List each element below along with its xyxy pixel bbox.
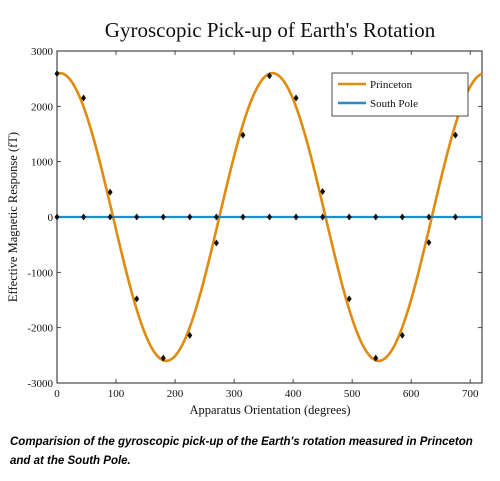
data-point-south-pole: [187, 213, 193, 221]
data-point-princeton: [134, 295, 140, 303]
data-point-princeton: [267, 72, 272, 80]
axis-ticks: 0 100 200 300 400 500 600 700 -3000 -2000 -1000 0 10…: [27, 46, 482, 400]
x-axis-label: Apparatus Orientation (degrees): [189, 403, 350, 417]
x-tick-label: 300: [226, 388, 243, 400]
legend-label-princeton: Princeton: [370, 79, 413, 91]
legend-box: [331, 72, 469, 117]
data-point-princeton: [320, 188, 326, 196]
series-layer: [54, 70, 483, 363]
data-point-south-pole: [107, 213, 113, 221]
y-axis-label: Effective Magnetic Response (fT): [6, 132, 20, 302]
x-tick-label: 500: [344, 388, 361, 400]
data-point-princeton: [107, 188, 113, 196]
chart-title: Gyroscopic Pick-up of Earth's Rotation: [105, 18, 436, 42]
data-point-princeton: [346, 295, 352, 303]
x-tick-label: 100: [108, 388, 125, 400]
data-point-princeton: [160, 354, 166, 362]
y-tick-label: 2000: [31, 101, 54, 113]
y-tick-label: 3000: [31, 46, 54, 58]
legend: Princeton South Pole: [331, 72, 469, 117]
y-tick-label: -2000: [27, 323, 53, 335]
data-point-south-pole: [320, 213, 326, 221]
data-point-south-pole: [293, 213, 299, 221]
data-point-south-pole: [134, 213, 140, 221]
data-point-princeton: [373, 354, 379, 362]
data-point-princeton: [399, 331, 405, 339]
data-point-south-pole: [346, 213, 352, 221]
y-tick-label: 0: [48, 212, 54, 224]
figure-caption: Comparision of the gyroscopic pick-up of…: [10, 436, 473, 467]
y-tick-label: -3000: [27, 378, 53, 390]
data-point-princeton: [452, 131, 458, 139]
data-point-south-pole: [54, 213, 60, 221]
data-point-princeton: [81, 94, 87, 102]
data-point-princeton: [213, 239, 219, 247]
chart: Gyroscopic Pick-up of Earth's Rotation 0…: [6, 18, 483, 417]
data-point-princeton: [187, 331, 193, 339]
x-tick-label: 600: [403, 388, 420, 400]
x-tick-label: 200: [167, 388, 184, 400]
data-point-princeton: [426, 238, 432, 246]
data-point-south-pole: [160, 213, 166, 221]
data-point-south-pole: [240, 213, 246, 221]
data-point-south-pole: [426, 213, 432, 221]
x-tick-label: 400: [285, 388, 302, 400]
data-point-princeton: [54, 70, 60, 78]
data-point-princeton: [293, 94, 299, 102]
data-point-south-pole: [452, 213, 458, 221]
data-point-south-pole: [213, 213, 219, 221]
data-point-south-pole: [399, 213, 405, 221]
y-tick-label: 1000: [31, 157, 54, 169]
data-point-south-pole: [267, 213, 272, 221]
legend-label-south-pole: South Pole: [370, 98, 418, 110]
data-point-princeton: [240, 131, 246, 139]
x-tick-label: 0: [54, 388, 60, 400]
data-point-south-pole: [373, 213, 379, 221]
y-tick-label: -1000: [27, 267, 53, 279]
x-tick-label: 700: [462, 388, 479, 400]
data-point-south-pole: [81, 213, 87, 221]
